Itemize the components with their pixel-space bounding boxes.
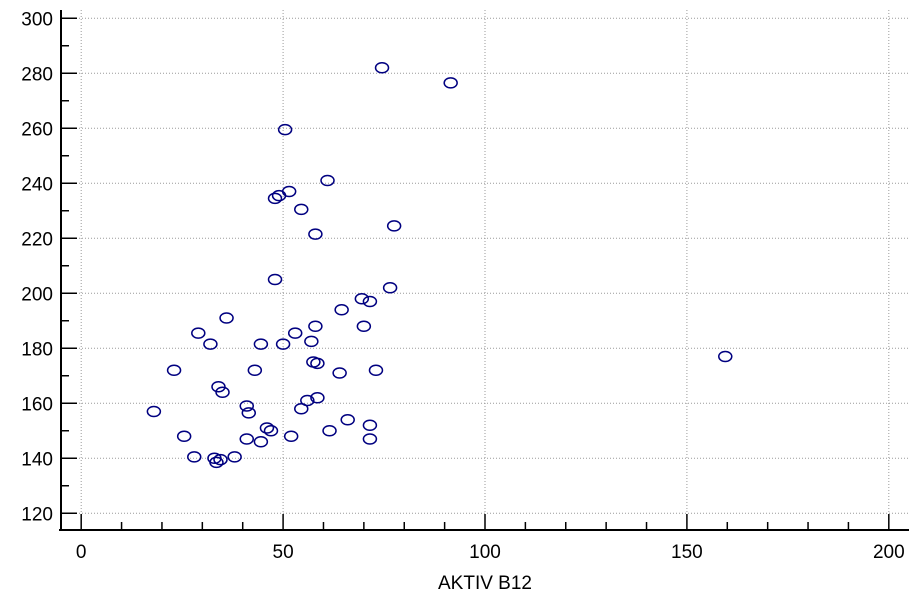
data-point <box>294 403 309 415</box>
y-tick-label: 300 <box>21 9 53 30</box>
x-tick-label: 100 <box>469 542 501 563</box>
data-point <box>332 367 347 379</box>
data-point <box>267 273 283 286</box>
data-point <box>334 304 349 316</box>
y-tick-label: 220 <box>21 229 53 250</box>
data-point <box>443 77 458 89</box>
data-point <box>281 185 297 198</box>
grid-lines <box>79 10 909 515</box>
data-point <box>211 381 226 393</box>
data-point <box>304 335 319 348</box>
data-point <box>253 338 269 350</box>
y-tick-label: 120 <box>21 504 53 525</box>
data-point <box>176 430 192 442</box>
y-tick-label: 260 <box>21 119 53 140</box>
y-tick-label: 280 <box>21 64 53 85</box>
data-point <box>287 327 303 339</box>
data-point <box>368 364 384 376</box>
y-tick-label: 140 <box>21 449 53 470</box>
y-tick-label: 160 <box>21 394 53 415</box>
data-point <box>308 228 323 240</box>
axes <box>59 10 909 531</box>
data-point <box>239 400 255 412</box>
data-point <box>239 433 255 445</box>
data-point <box>310 392 325 404</box>
data-point <box>271 189 287 202</box>
data-point <box>253 436 269 448</box>
data-point <box>166 364 182 376</box>
data-point <box>241 407 257 419</box>
tick-labels: 120 140 160 180 200 220 240 260 280 300 0 50 100 150 2… <box>21 9 904 563</box>
x-tick-label: 50 <box>273 542 294 563</box>
data-point <box>362 433 378 445</box>
x-tick-label: 150 <box>671 542 703 563</box>
x-tick-label: 200 <box>873 542 905 563</box>
data-point <box>187 451 202 463</box>
data-point <box>215 386 230 398</box>
data-point <box>300 394 315 407</box>
x-axis-title: AKTIV B12 <box>438 573 532 594</box>
data-point <box>294 203 309 216</box>
data-point <box>356 320 372 332</box>
data-point <box>362 295 378 308</box>
data-point <box>308 320 323 332</box>
data-point <box>310 357 325 370</box>
tick-marks <box>61 17 890 530</box>
data-point <box>247 364 263 376</box>
data-point <box>146 405 162 418</box>
data-point <box>203 338 218 350</box>
data-point <box>718 350 733 363</box>
data-points <box>146 62 733 469</box>
y-tick-label: 200 <box>21 284 53 305</box>
data-point <box>320 174 335 187</box>
data-point <box>340 414 355 426</box>
data-point <box>227 451 242 463</box>
data-point <box>263 425 279 437</box>
x-tick-label: 0 <box>76 542 87 563</box>
data-point <box>219 312 234 324</box>
data-point <box>191 327 206 339</box>
data-point <box>374 62 390 74</box>
data-point <box>209 456 224 469</box>
data-point <box>382 282 398 294</box>
data-point <box>259 422 275 434</box>
y-tick-label: 180 <box>21 339 53 360</box>
data-point <box>362 419 378 431</box>
data-point <box>275 338 291 350</box>
data-point <box>267 192 283 205</box>
data-point <box>354 293 370 305</box>
data-point <box>277 123 293 136</box>
data-point <box>386 220 402 232</box>
data-point <box>322 425 337 437</box>
data-point <box>213 453 228 466</box>
data-point <box>283 430 299 442</box>
y-tick-label: 240 <box>21 174 53 195</box>
